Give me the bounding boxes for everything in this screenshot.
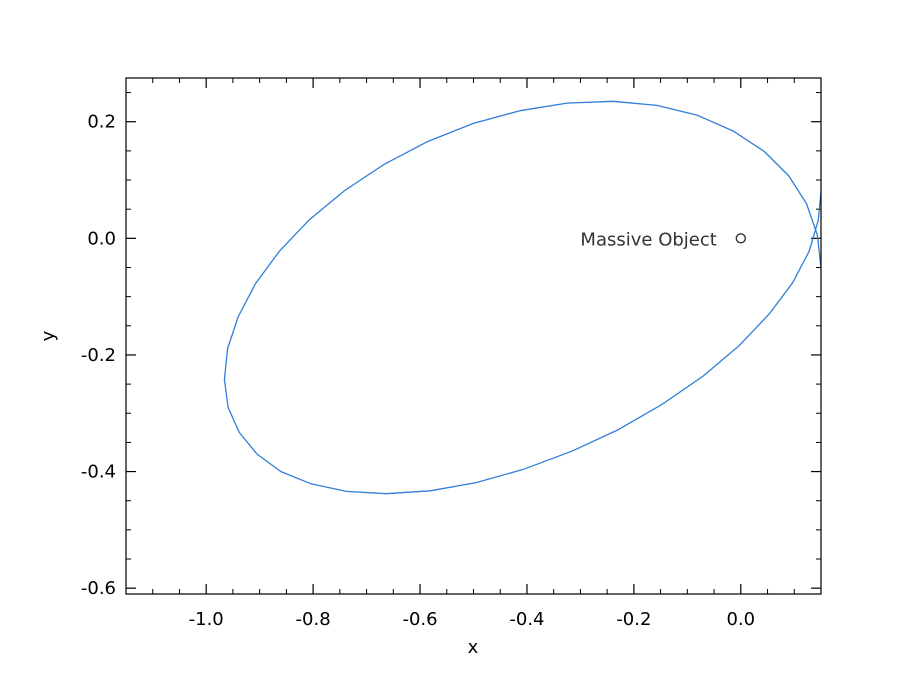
orbit-point [386,493,387,494]
x-tick-label: -0.6 [402,609,437,630]
x-tick-label: -0.2 [616,609,651,630]
orbit-point [817,234,818,235]
annotation-layer: Massive Object [580,229,747,250]
orbit-point [567,103,568,104]
orbit-point [520,110,521,111]
orbit-point [311,483,312,484]
orbit-point [764,151,765,152]
orbit-point [309,219,310,220]
orbit-series-line [223,100,822,495]
orbit-point [279,251,280,252]
series-layer [223,100,822,495]
orbit-point [227,348,228,349]
orbit-point [789,176,790,177]
x-tick-label: 0.0 [726,609,755,630]
orbit-point [344,190,345,191]
x-axis-label: x [468,637,479,658]
orbit-point [806,204,807,205]
y-tick-label: 0.2 [87,112,116,133]
x-tick-label: -0.4 [509,609,544,630]
orbit-point [281,471,282,472]
orbit-point [613,101,614,102]
x-tick-label: -0.8 [296,609,331,630]
y-tick-label: -0.4 [81,462,116,483]
orbit-point [656,105,657,106]
orbit-point [571,451,572,452]
orbit-point [703,376,704,377]
orbit-point [384,164,385,165]
orbit-point [476,482,477,483]
y-axis-label: y [38,330,59,341]
orbit-point [792,282,793,283]
orbit-point [618,429,619,430]
orbit-point [739,345,740,346]
orbit-point [809,251,810,252]
orbit-point [733,131,734,132]
orbit-point [697,115,698,116]
plot-background [126,78,821,594]
y-tick-label: -0.6 [81,578,116,599]
orbit-point [257,454,258,455]
y-tick-label: 0.0 [87,228,116,249]
orbit-point [523,469,524,470]
massive-object-marker [735,233,747,244]
tick-labels: -1.0 -0.8 -0.6 -0.4 -0.2 0.0 0.2 0.0 -0.2 -0.4 -0.… [81,112,755,630]
y-tick-label: -0.2 [81,345,116,366]
orbit-point [473,123,474,124]
annotation-massive-object: Massive Object [580,229,716,250]
orbit-point [239,432,240,433]
orbit-point [769,314,770,315]
orbit-point [238,316,239,317]
orbit-point [427,141,428,142]
orbit-point [818,220,819,221]
orbit-point [346,491,347,492]
orbit-point [224,379,225,380]
orbit-point [662,404,663,405]
orbit-point [430,490,431,491]
plot-frame [125,77,822,595]
x-tick-label: -1.0 [189,609,224,630]
orbit-point [255,283,256,284]
orbit-point [228,407,229,408]
